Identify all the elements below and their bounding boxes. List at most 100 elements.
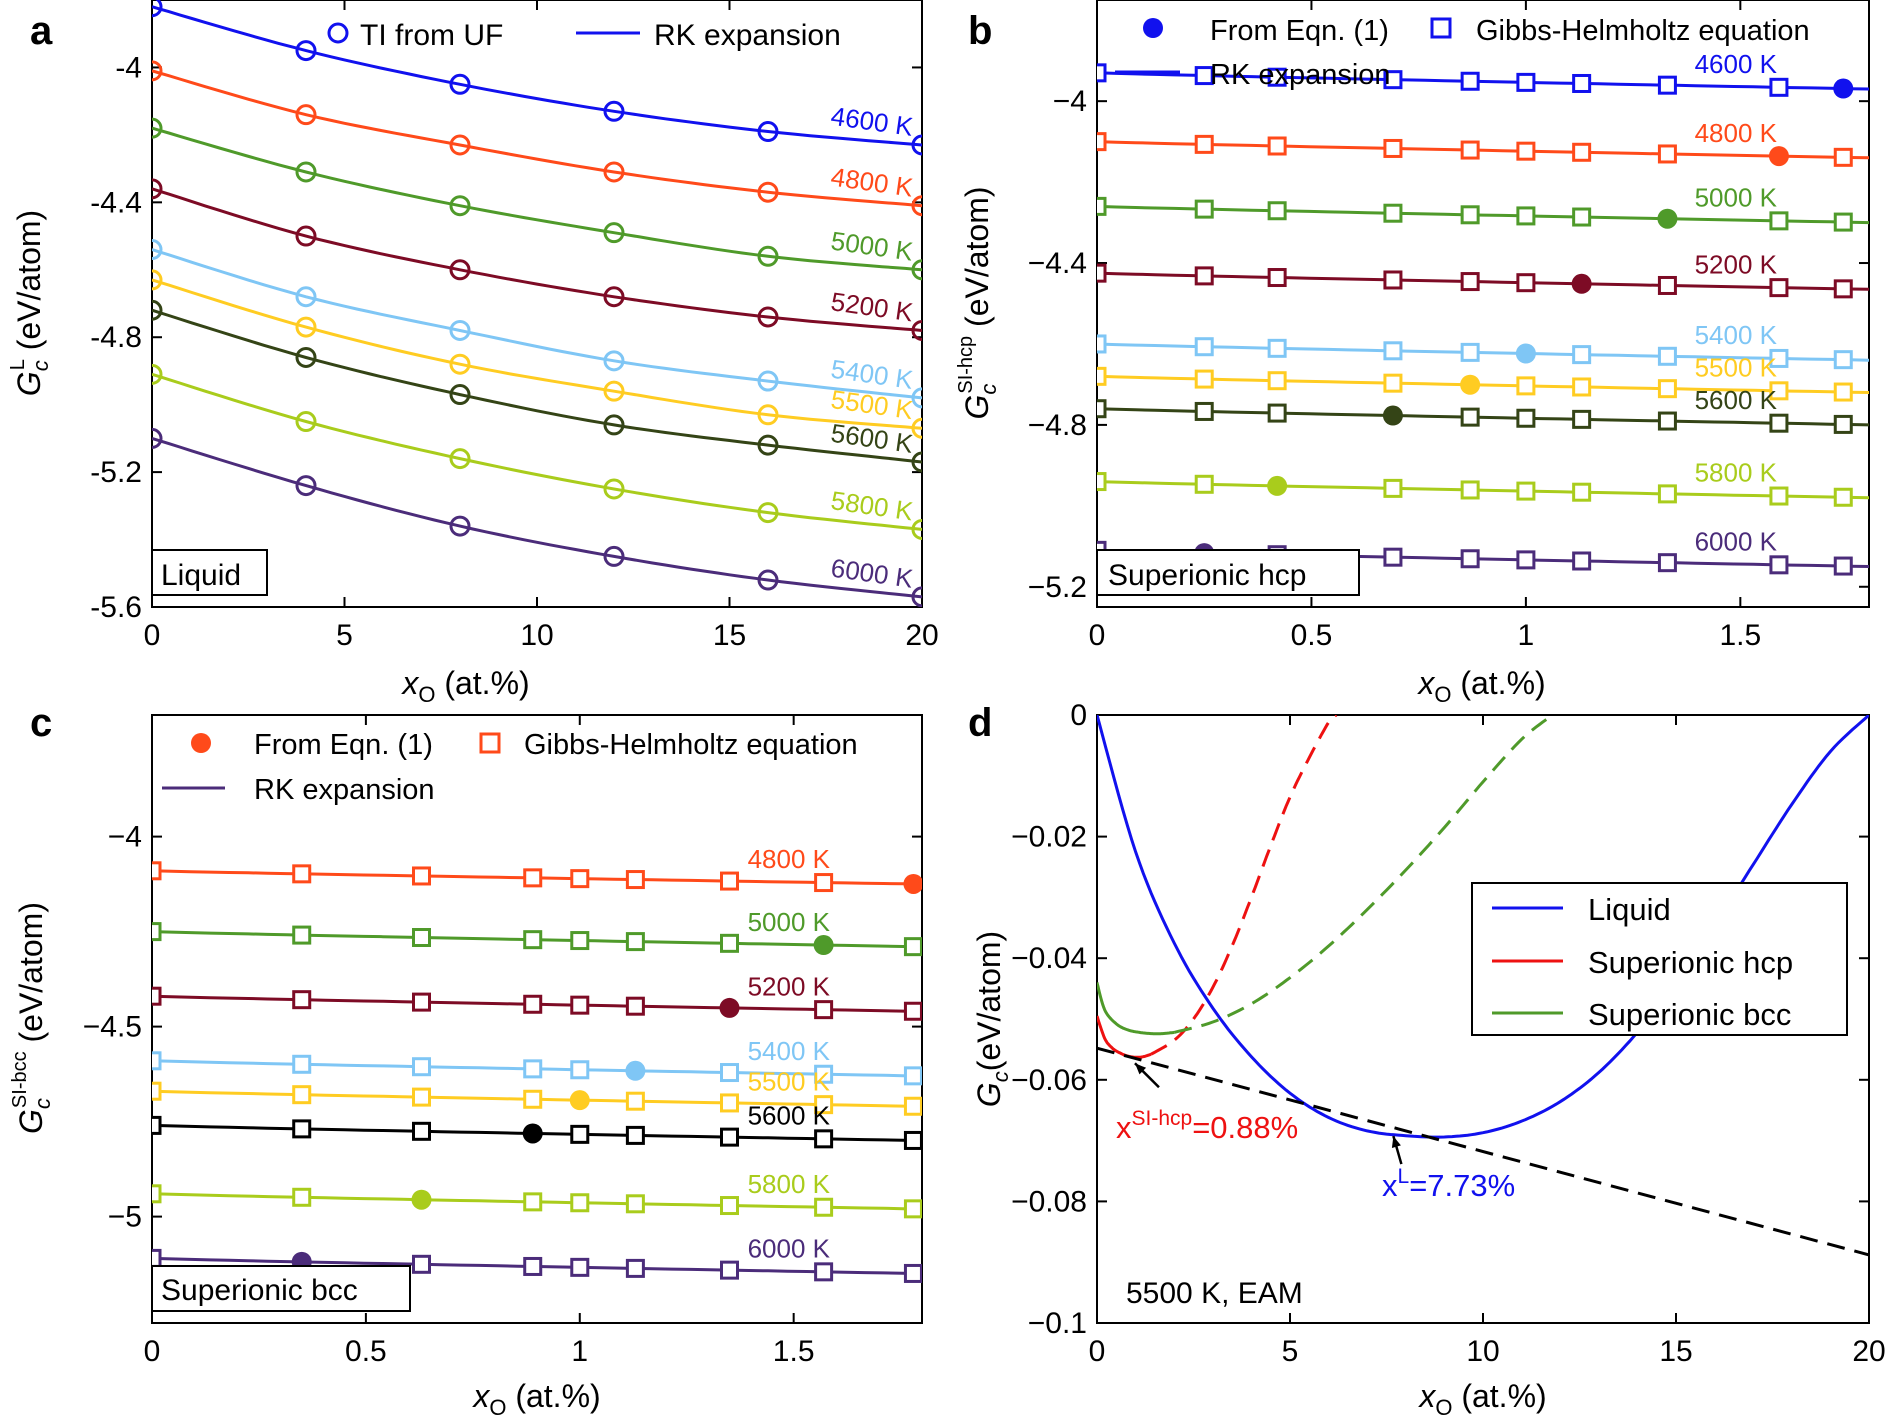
legend-label-hcp: Superionic hcp bbox=[1588, 945, 1793, 980]
ti-marker bbox=[911, 451, 922, 473]
gibbs-helmholtz-marker bbox=[1833, 279, 1853, 299]
gibbs-helmholtz-marker bbox=[292, 864, 312, 884]
x-tick-label: 10 bbox=[1466, 1335, 1499, 1368]
gibbs-helmholtz-marker bbox=[1267, 371, 1287, 391]
ti-marker bbox=[449, 384, 471, 406]
legend-label-rk: RK expansion bbox=[1210, 59, 1391, 91]
eqn1-marker bbox=[903, 873, 922, 894]
gibbs-helmholtz-marker bbox=[1516, 141, 1536, 161]
y-tick-label: −0.04 bbox=[1011, 942, 1087, 975]
y-axis-label: GcL (eV/atom) bbox=[7, 210, 53, 396]
gibbs-helmholtz-marker bbox=[625, 932, 645, 952]
gibbs-helmholtz-marker bbox=[1657, 379, 1677, 399]
ti-marker bbox=[152, 427, 163, 449]
gibbs-helmholtz-marker bbox=[412, 1057, 431, 1077]
curve-superionic-bcc-extrapolated bbox=[1173, 715, 1554, 1034]
legend-marker-open-circle bbox=[327, 22, 349, 44]
curve-superionic-hcp-extrapolated bbox=[1150, 715, 1338, 1056]
gibbs-helmholtz-marker bbox=[1194, 474, 1214, 494]
y-tick-label: −5.2 bbox=[1028, 571, 1087, 604]
gibbs-helmholtz-marker bbox=[1383, 478, 1403, 498]
curve-common-tangent bbox=[1097, 1046, 1869, 1257]
gibbs-helmholtz-marker bbox=[903, 1001, 922, 1021]
gibbs-helmholtz-marker bbox=[412, 992, 431, 1012]
gibbs-helmholtz-marker bbox=[1460, 140, 1480, 160]
gibbs-helmholtz-marker bbox=[292, 1085, 312, 1105]
gibbs-helmholtz-marker bbox=[1194, 199, 1214, 219]
legend: TI from UF RK expansion bbox=[327, 19, 841, 52]
eqn1-marker bbox=[1833, 78, 1854, 99]
temperature-label: 6000 K bbox=[1695, 527, 1778, 557]
gibbs-helmholtz-marker bbox=[1194, 66, 1214, 86]
gibbs-helmholtz-marker bbox=[625, 1091, 645, 1111]
ti-marker bbox=[603, 414, 625, 436]
gibbs-helmholtz-marker bbox=[523, 1089, 543, 1109]
rk-line-6000k bbox=[152, 436, 922, 599]
rk-line-5000k bbox=[152, 126, 922, 272]
ti-marker bbox=[757, 370, 779, 392]
axes-frame bbox=[151, 714, 923, 1324]
ti-marker bbox=[152, 269, 163, 291]
ti-marker bbox=[911, 518, 922, 540]
ti-marker bbox=[449, 134, 471, 156]
axis-ticks: 0 5 10 15 20 -5.6 -5.2 -4.8 -4.4 -4 bbox=[90, 0, 939, 652]
y-tick-label: -4 bbox=[115, 51, 142, 84]
ti-marker bbox=[603, 478, 625, 500]
gibbs-helmholtz-marker bbox=[814, 1064, 834, 1084]
ti-marker bbox=[911, 417, 922, 439]
x-tick-label: 20 bbox=[905, 619, 938, 652]
gibbs-helmholtz-marker bbox=[1833, 556, 1853, 576]
legend-label-ti: TI from UF bbox=[360, 19, 503, 52]
ti-marker bbox=[295, 104, 317, 126]
gibbs-helmholtz-marker bbox=[720, 1127, 739, 1147]
eqn1-marker bbox=[1571, 273, 1592, 294]
legend-label-bcc: Superionic bcc bbox=[1588, 997, 1791, 1032]
gibbs-helmholtz-marker bbox=[1572, 73, 1592, 93]
axis-ticks: 0 0.5 1 1.5 −5 −4.5 −4 bbox=[83, 715, 922, 1368]
gibbs-helmholtz-marker bbox=[152, 861, 162, 881]
ti-marker bbox=[757, 306, 779, 328]
gibbs-helmholtz-marker bbox=[903, 1066, 922, 1086]
legend-label-rk: RK expansion bbox=[254, 774, 435, 806]
gibbs-helmholtz-marker bbox=[152, 1051, 162, 1071]
ti-marker bbox=[295, 346, 317, 368]
legend-label-eqn: From Eqn. (1) bbox=[1210, 15, 1389, 47]
gibbs-helmholtz-marker bbox=[1460, 549, 1480, 569]
gibbs-helmholtz-marker bbox=[1769, 413, 1789, 433]
gibbs-helmholtz-marker bbox=[1460, 342, 1480, 362]
eqn1-marker bbox=[1460, 374, 1481, 395]
gibbs-helmholtz-marker bbox=[1833, 350, 1853, 370]
gibbs-helmholtz-marker bbox=[1097, 196, 1107, 216]
gibbs-helmholtz-marker bbox=[720, 871, 739, 891]
panel-c-superionic-bcc: 0 0.5 1 1.5 −5 −4.5 −4 4800 K 5000 K 5200 K 5400 … bbox=[9, 714, 923, 1417]
ti-marker bbox=[603, 545, 625, 567]
gibbs-helmholtz-marker bbox=[523, 930, 543, 950]
ti-marker bbox=[295, 161, 317, 183]
gibbs-helmholtz-marker bbox=[1516, 376, 1536, 396]
gibbs-helmholtz-marker bbox=[1833, 414, 1853, 434]
y-tick-label: −0.1 bbox=[1028, 1307, 1087, 1340]
legend-label-eqn: From Eqn. (1) bbox=[254, 729, 433, 761]
temperature-label: 5800 K bbox=[1695, 458, 1778, 488]
gibbs-helmholtz-marker bbox=[1572, 409, 1592, 429]
ti-marker bbox=[757, 404, 779, 426]
ti-marker bbox=[295, 286, 317, 308]
y-tick-label: −4.5 bbox=[83, 1011, 142, 1044]
legend-label-rk: RK expansion bbox=[654, 19, 841, 52]
temperature-label: 5500 K bbox=[748, 1066, 831, 1096]
y-tick-label: −4.8 bbox=[1028, 409, 1087, 442]
gibbs-helmholtz-marker bbox=[292, 1187, 312, 1207]
annotation-x-liquid: xL=7.73% bbox=[1382, 1165, 1515, 1203]
gibbs-helmholtz-marker bbox=[720, 1093, 739, 1113]
gibbs-helmholtz-marker bbox=[903, 1130, 922, 1150]
eqn1-marker bbox=[1768, 146, 1789, 167]
gibbs-helmholtz-marker bbox=[292, 925, 312, 945]
ti-marker bbox=[911, 319, 922, 341]
gibbs-helmholtz-marker bbox=[1769, 555, 1789, 575]
rk-line-5600k bbox=[152, 308, 922, 464]
x-axis-label: xO (at.%) bbox=[471, 1378, 600, 1417]
ti-marker bbox=[603, 286, 625, 308]
y-tick-label: −5 bbox=[108, 1201, 142, 1234]
gibbs-helmholtz-marker bbox=[292, 1054, 312, 1074]
legend-label-liquid: Liquid bbox=[1588, 892, 1671, 927]
